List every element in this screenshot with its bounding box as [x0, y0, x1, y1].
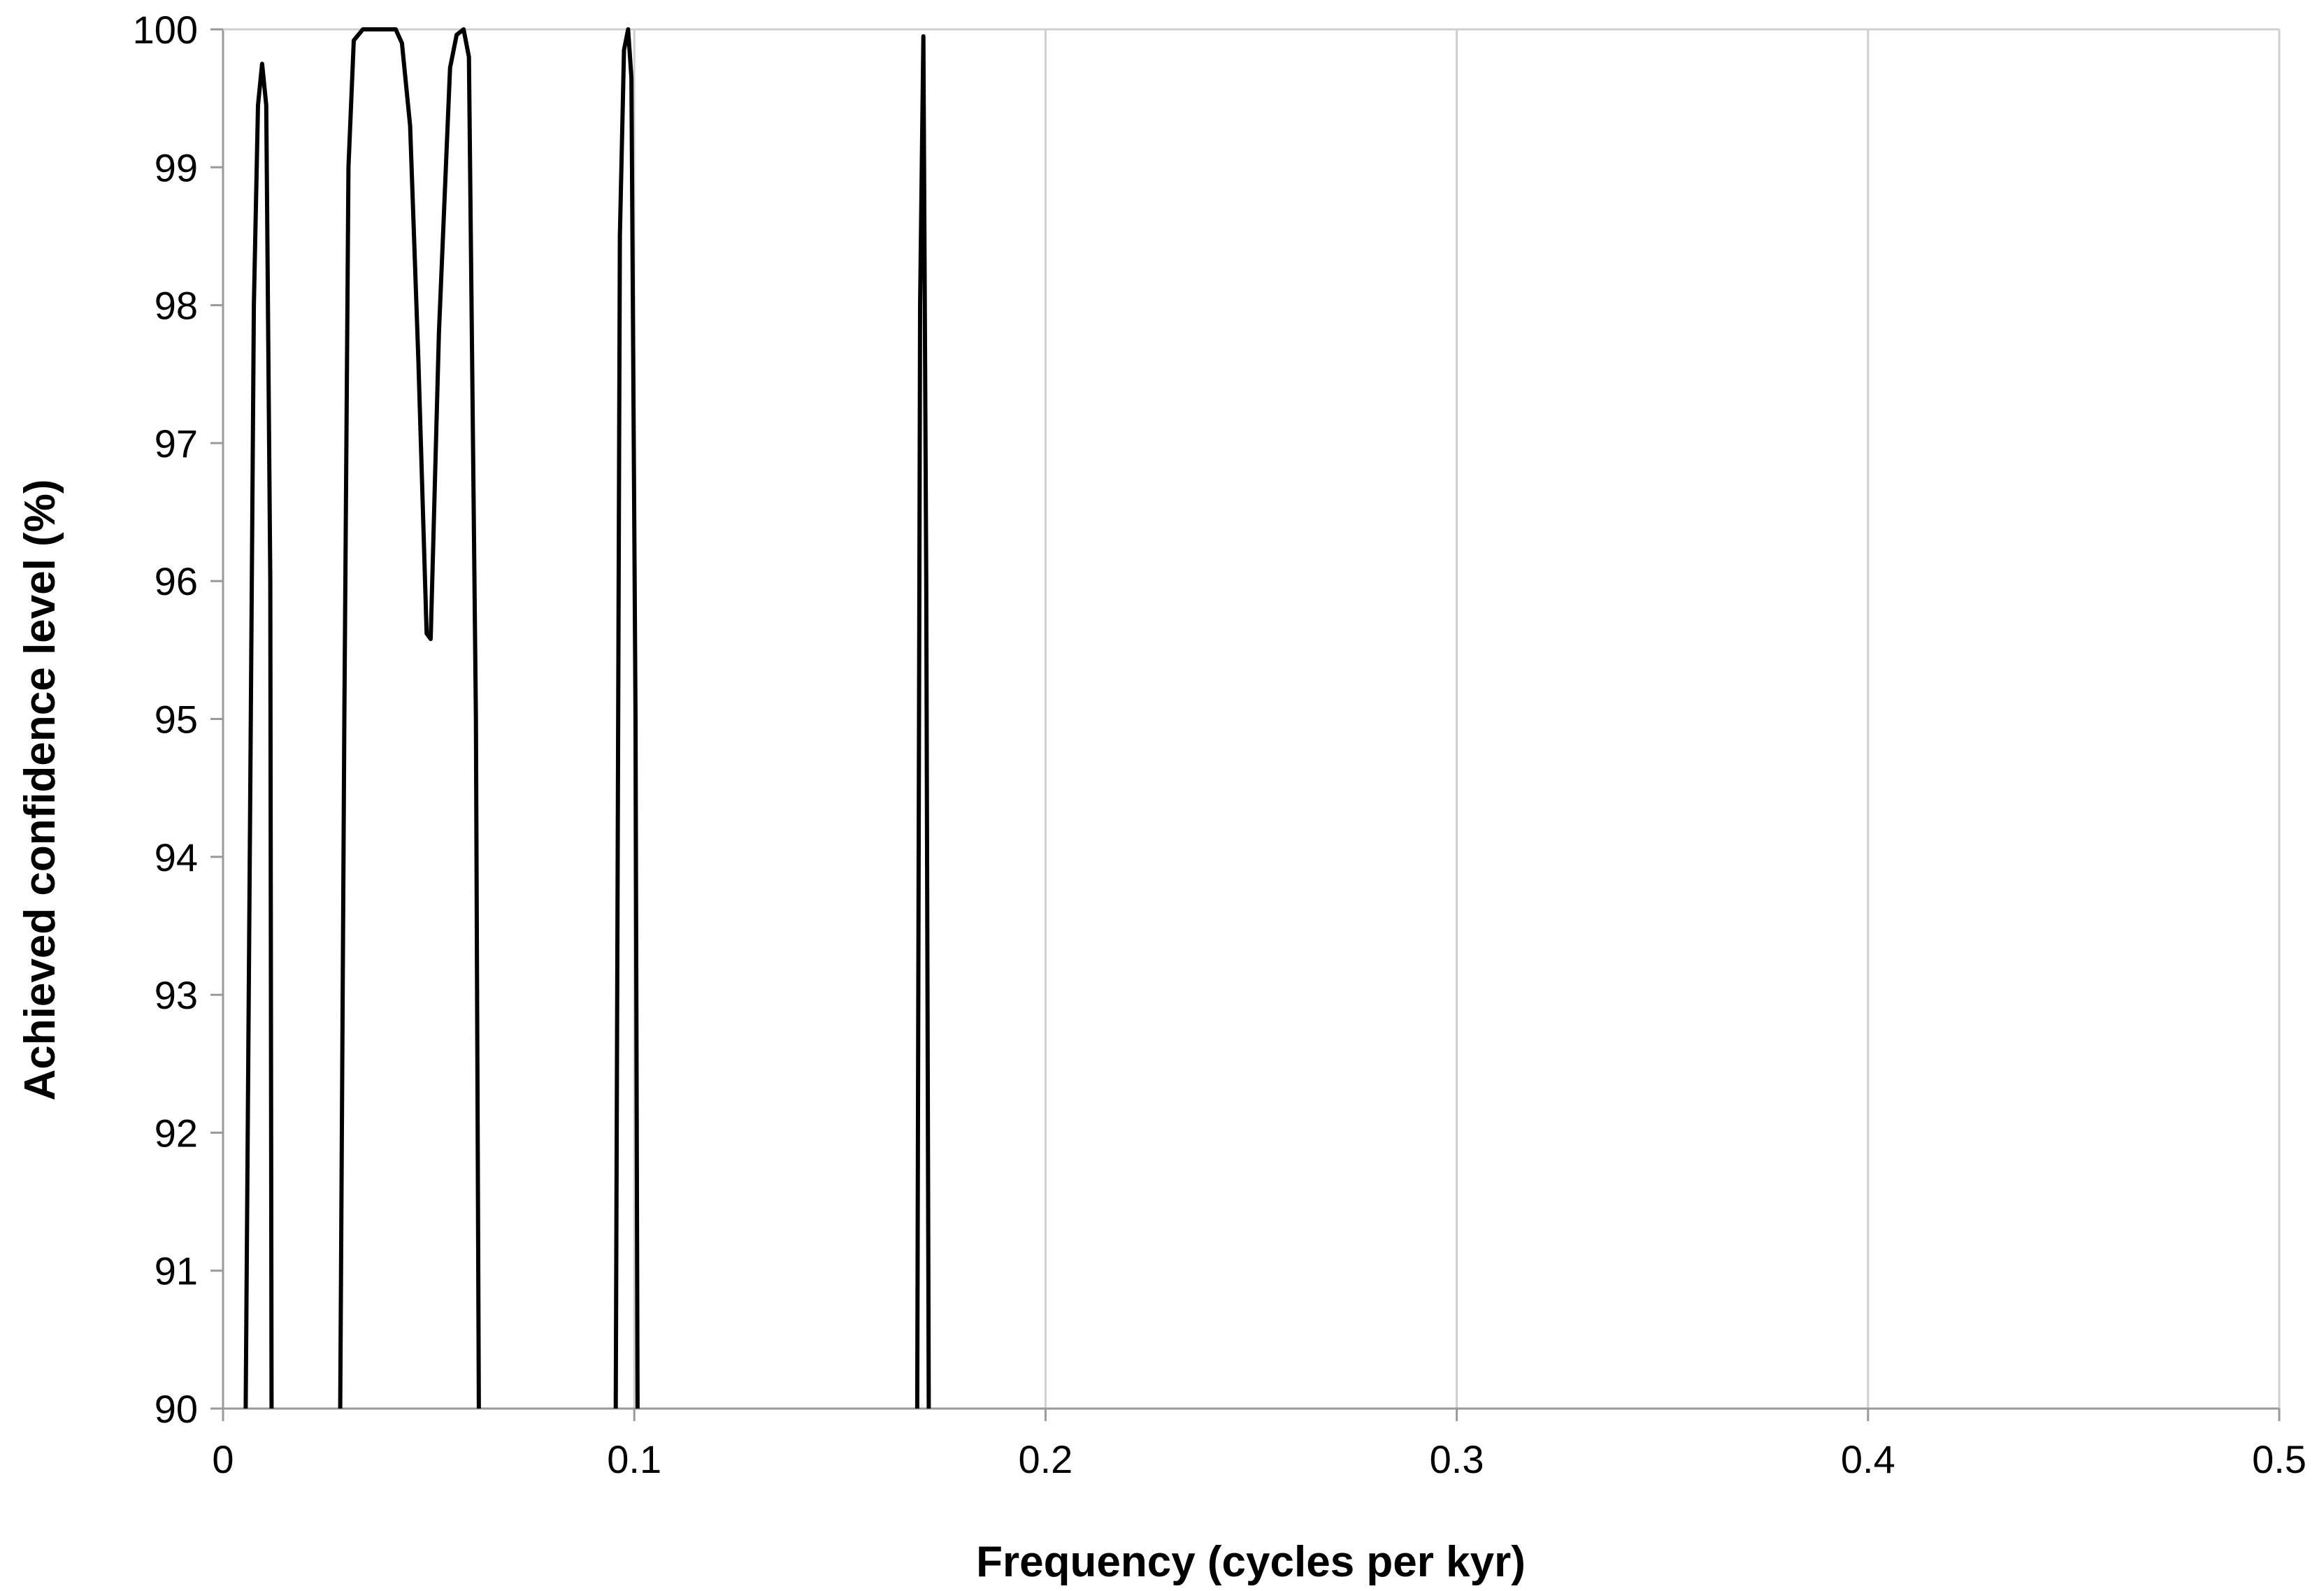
y-tick-label: 98 [155, 284, 198, 328]
x-axis-title: Frequency (cycles per kyr) [976, 1538, 1526, 1586]
series-line-3 [613, 27, 640, 1409]
y-tick-label: 93 [155, 973, 198, 1017]
series-line-2 [338, 27, 481, 1409]
x-tick-label: 0.2 [1018, 1437, 1073, 1481]
y-tick-label: 92 [155, 1111, 198, 1155]
x-tick-label: 0.5 [2252, 1437, 2307, 1481]
x-axis: 0 0.1 0.2 0.3 0.4 0.5 [212, 1409, 2307, 1481]
y-tick-label: 90 [155, 1387, 198, 1431]
y-axis-title: Achieved confidence level (%) [16, 480, 64, 1101]
y-tick-label: 96 [155, 559, 198, 603]
y-tick-label: 97 [155, 422, 198, 466]
x-tick-label: 0 [212, 1437, 234, 1481]
vertical-gridlines [222, 29, 2281, 1409]
y-tick-label: 99 [155, 145, 198, 189]
x-tick-label: 0.1 [607, 1437, 661, 1481]
y-axis: 90 91 92 93 94 95 96 97 98 99 100 [133, 8, 223, 1431]
series-line-1 [243, 62, 274, 1409]
x-tick-label: 0.3 [1430, 1437, 1484, 1481]
y-tick-label: 91 [155, 1249, 198, 1293]
y-tick-label: 94 [155, 835, 198, 879]
series-lines [243, 27, 931, 1409]
x-tick-label: 0.4 [1841, 1437, 1895, 1481]
y-tick-label: 100 [133, 8, 198, 52]
y-tick-label: 95 [155, 698, 198, 742]
series-line-4 [914, 34, 931, 1409]
plot-area [222, 28, 2279, 1410]
